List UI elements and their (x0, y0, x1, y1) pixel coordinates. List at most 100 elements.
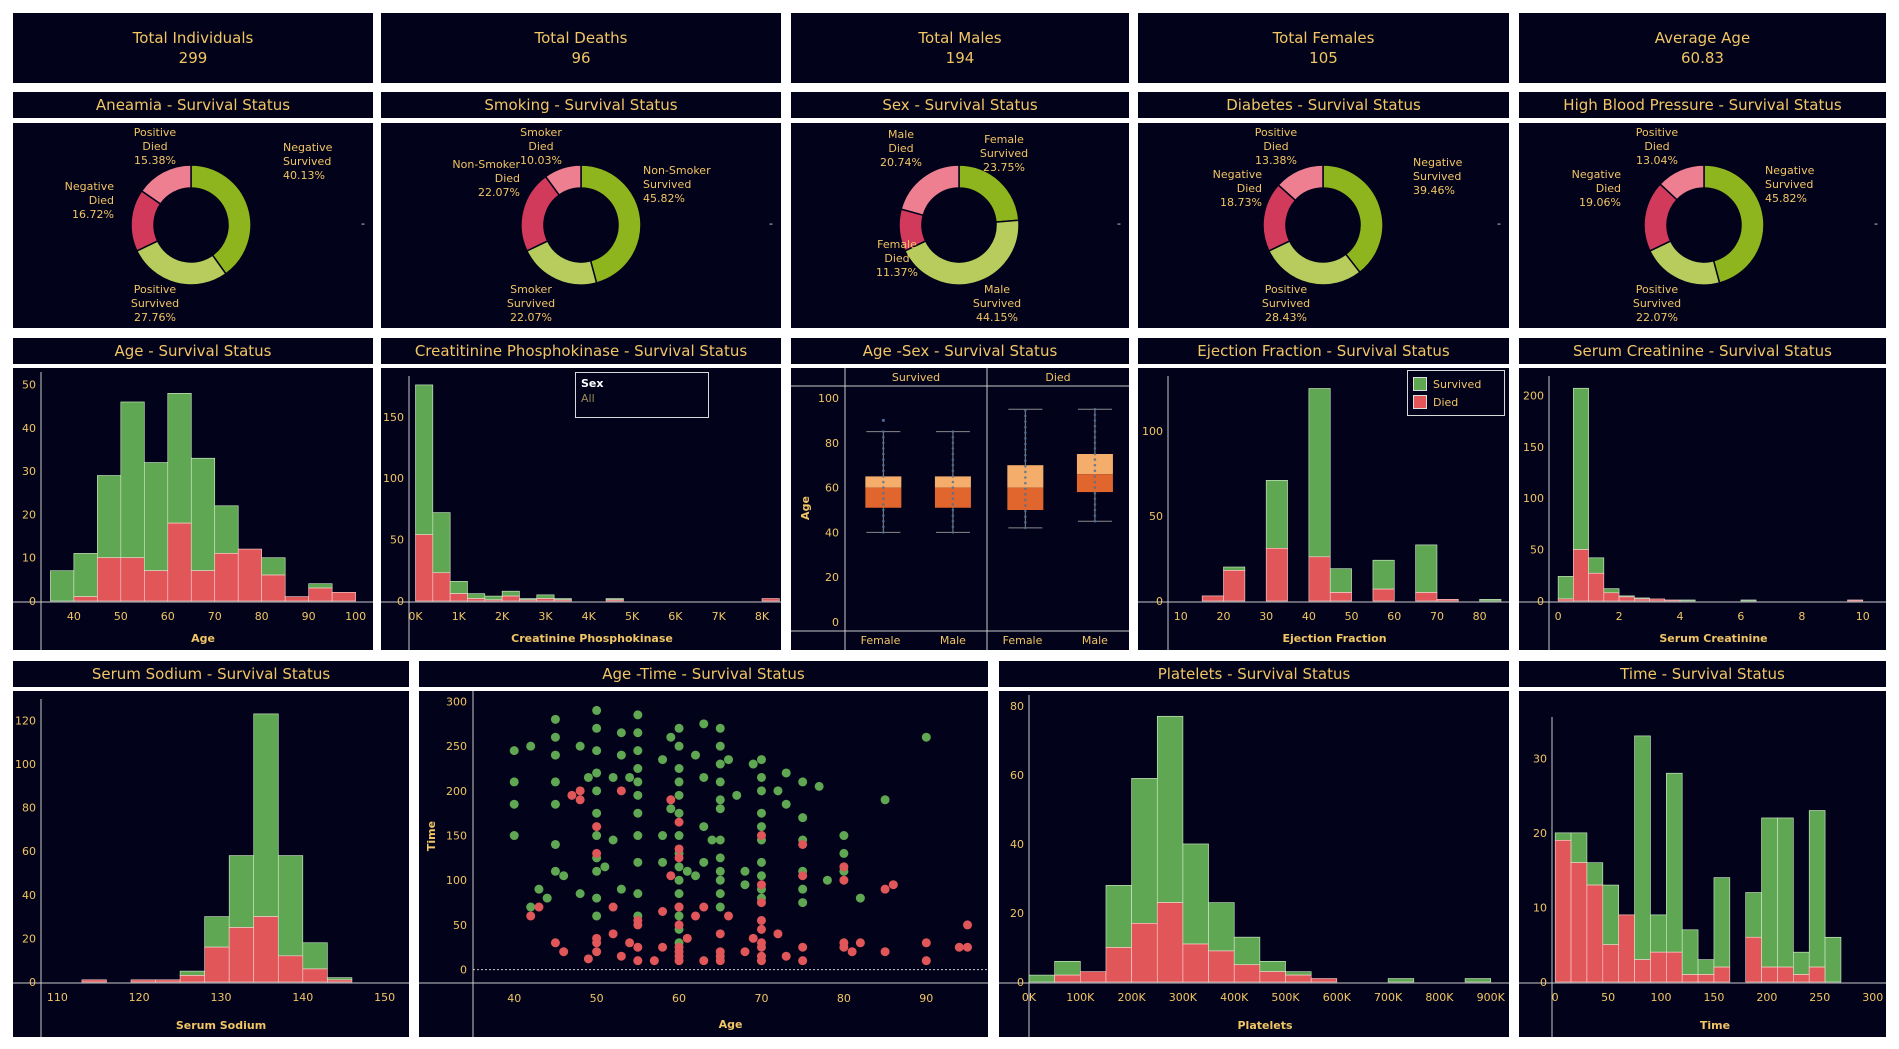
slice-label: Died (1263, 140, 1288, 153)
bar-survived (120, 401, 145, 559)
point-survived (666, 732, 676, 742)
box-point (1093, 419, 1097, 422)
bar-died (1618, 914, 1635, 983)
sex-donut-chart: FemaleSurvived23.75%MaleSurvived44.15%Fe… (876, 128, 1121, 324)
donut-slice (580, 164, 642, 284)
point-survived (550, 799, 560, 809)
box-point (1093, 435, 1097, 439)
legend-item-survived[interactable]: Survived (1413, 375, 1499, 393)
slice-label: Male (888, 128, 914, 141)
x-tick-label: 0 (1552, 991, 1559, 1004)
slice-label: Died (884, 252, 909, 265)
diabetes-donut-chart: NegativeSurvived39.46%PositiveSurvived28… (1213, 126, 1501, 324)
point-survived (509, 831, 519, 841)
slice-label: Survived (283, 155, 331, 168)
slice-label: 22.07% (510, 311, 552, 324)
legend-label-died: Died (1433, 395, 1459, 409)
x-tick-label: 600K (1323, 991, 1352, 1004)
box-point (951, 480, 955, 484)
point-died (773, 929, 783, 939)
box-point (951, 503, 955, 506)
chart-panel-plt: 0 20 40 60 80 0K 100K 200K 300K 400K 500K 600K 700K 8… (999, 691, 1509, 1037)
slice-label: 39.46% (1413, 184, 1455, 197)
donut-panel-sex: Female Survived 23.75% Male Survived 44.15% Fe… (791, 123, 1129, 328)
bar-died (81, 979, 107, 983)
point-died (781, 951, 791, 961)
point-died (839, 875, 849, 885)
y-tick-label: 30 (22, 465, 36, 478)
bar-survived (1570, 832, 1588, 863)
point-survived (559, 871, 569, 881)
point-survived (707, 835, 717, 845)
slice-label: Died (142, 140, 167, 153)
bar-survived (50, 570, 75, 602)
point-survived (550, 714, 560, 724)
bar-survived (1308, 388, 1331, 558)
box-point (882, 463, 885, 467)
y-axis-title: Age (799, 496, 812, 520)
x-tick-label: 110 (47, 991, 68, 1004)
kpi-value: 299 (178, 49, 208, 67)
bar-died (1557, 598, 1574, 602)
x-tick-label: 800K (1425, 991, 1454, 1004)
box-point (1093, 508, 1097, 512)
x-tick-label: 6K (668, 610, 683, 623)
point-survived (715, 866, 725, 876)
point-died (526, 911, 536, 921)
point-died (756, 831, 766, 841)
box-point (1024, 414, 1027, 418)
point-survived (592, 831, 602, 841)
x-tick-label: 120 (129, 991, 150, 1004)
y-tick-label: 100 (1523, 492, 1544, 505)
legend-item-died[interactable]: Died (1413, 393, 1499, 411)
x-tick-label: 40 (507, 992, 521, 1005)
point-died (592, 848, 602, 858)
bar-died (1105, 947, 1132, 983)
chart-panel-agesex: Survived Died 0 20 40 60 80 100 Age Female Male Fem… (791, 368, 1129, 650)
slice-label: Positive (134, 283, 177, 296)
point-died (921, 956, 931, 966)
bar-survived (1808, 810, 1826, 968)
bar-survived (1464, 978, 1492, 983)
kpi-label: Total Individuals (132, 29, 254, 47)
slice-label: Negative (1213, 168, 1263, 181)
bar-survived (501, 590, 520, 597)
point-survived (666, 804, 676, 814)
box-point (882, 469, 885, 473)
bar-died (1666, 951, 1683, 983)
kpi-total-females: Total Females 105 (1138, 13, 1509, 83)
filler-tick: - (1874, 217, 1878, 230)
bar-died (1713, 966, 1731, 983)
box-point (1093, 452, 1097, 456)
bar-died (1308, 556, 1331, 602)
column-header: Survived (892, 371, 940, 384)
bar-died (1080, 971, 1107, 983)
slice-label: Positive (1255, 126, 1298, 139)
bar-survived (1777, 817, 1794, 968)
y-tick-label: 0 (1540, 976, 1547, 989)
point-survived (509, 746, 519, 756)
donut-slice (190, 164, 252, 275)
y-tick-label: 50 (453, 919, 467, 932)
point-died (649, 956, 659, 966)
point-survived (715, 902, 725, 912)
bar-died (1259, 971, 1286, 983)
y-tick-label: 20 (22, 508, 36, 521)
row-label: Male (940, 634, 966, 647)
row-label: Female (861, 634, 901, 647)
x-tick-label: 4K (582, 610, 597, 623)
point-died (699, 956, 709, 966)
box-point (1093, 469, 1097, 473)
box-point (951, 531, 955, 534)
x-tick-label: 250 (1809, 991, 1830, 1004)
point-survived (592, 768, 602, 778)
donut-slice (900, 164, 960, 217)
point-survived (674, 723, 684, 733)
sex-filter-value[interactable]: All (581, 392, 595, 405)
box-point (882, 503, 885, 506)
sex-filter[interactable]: Sex All (575, 372, 709, 418)
box-point (1024, 487, 1027, 491)
legend-swatch-died (1413, 395, 1427, 409)
y-tick-label: 0 (29, 976, 36, 989)
x-tick-label: 100K (1066, 991, 1095, 1004)
